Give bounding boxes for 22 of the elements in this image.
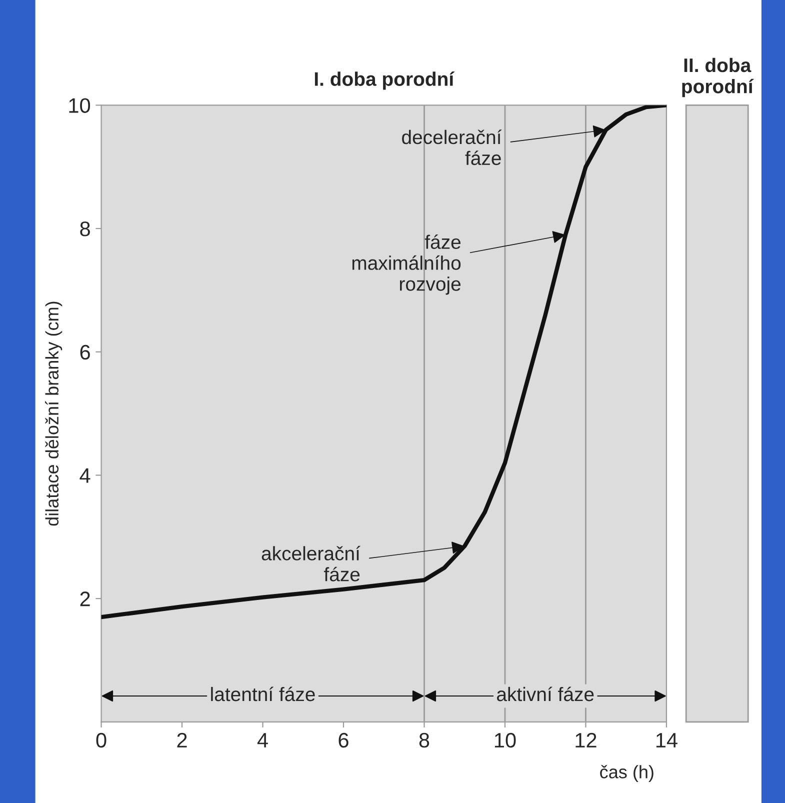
y-tick-label: 8 — [80, 222, 90, 236]
annotation: akcelerační fáze — [262, 546, 360, 582]
x-tick-label: 2 — [177, 732, 187, 748]
y-tick-label: 10 — [69, 98, 90, 113]
annotation: fáze maximálního rozvoje — [352, 234, 461, 295]
text: II. doba porodní — [682, 58, 754, 98]
x-tick-label: 14 — [656, 733, 678, 748]
x-tick-label: 8 — [419, 732, 430, 748]
y-tick-label: 6 — [80, 344, 90, 360]
annotation: aktivní fáze — [497, 686, 594, 702]
x-tick-label: 10 — [494, 732, 516, 748]
chart-title: I. doba porodní — [314, 71, 455, 90]
x-tick-label: 4 — [257, 733, 268, 748]
y-axis-title: dilatace děložní branky (cm) — [45, 302, 62, 526]
annotation: decelerační fáze — [402, 130, 502, 166]
annotation: latentní fáze — [211, 686, 315, 702]
y-tick-label: 2 — [80, 592, 90, 606]
y-tick-label: 4 — [80, 468, 90, 483]
x-tick-label: 0 — [96, 732, 106, 748]
x-axis-title: čas (h) — [600, 765, 654, 782]
x-tick-label: 6 — [338, 732, 348, 748]
x-tick-label: 12 — [576, 732, 596, 748]
